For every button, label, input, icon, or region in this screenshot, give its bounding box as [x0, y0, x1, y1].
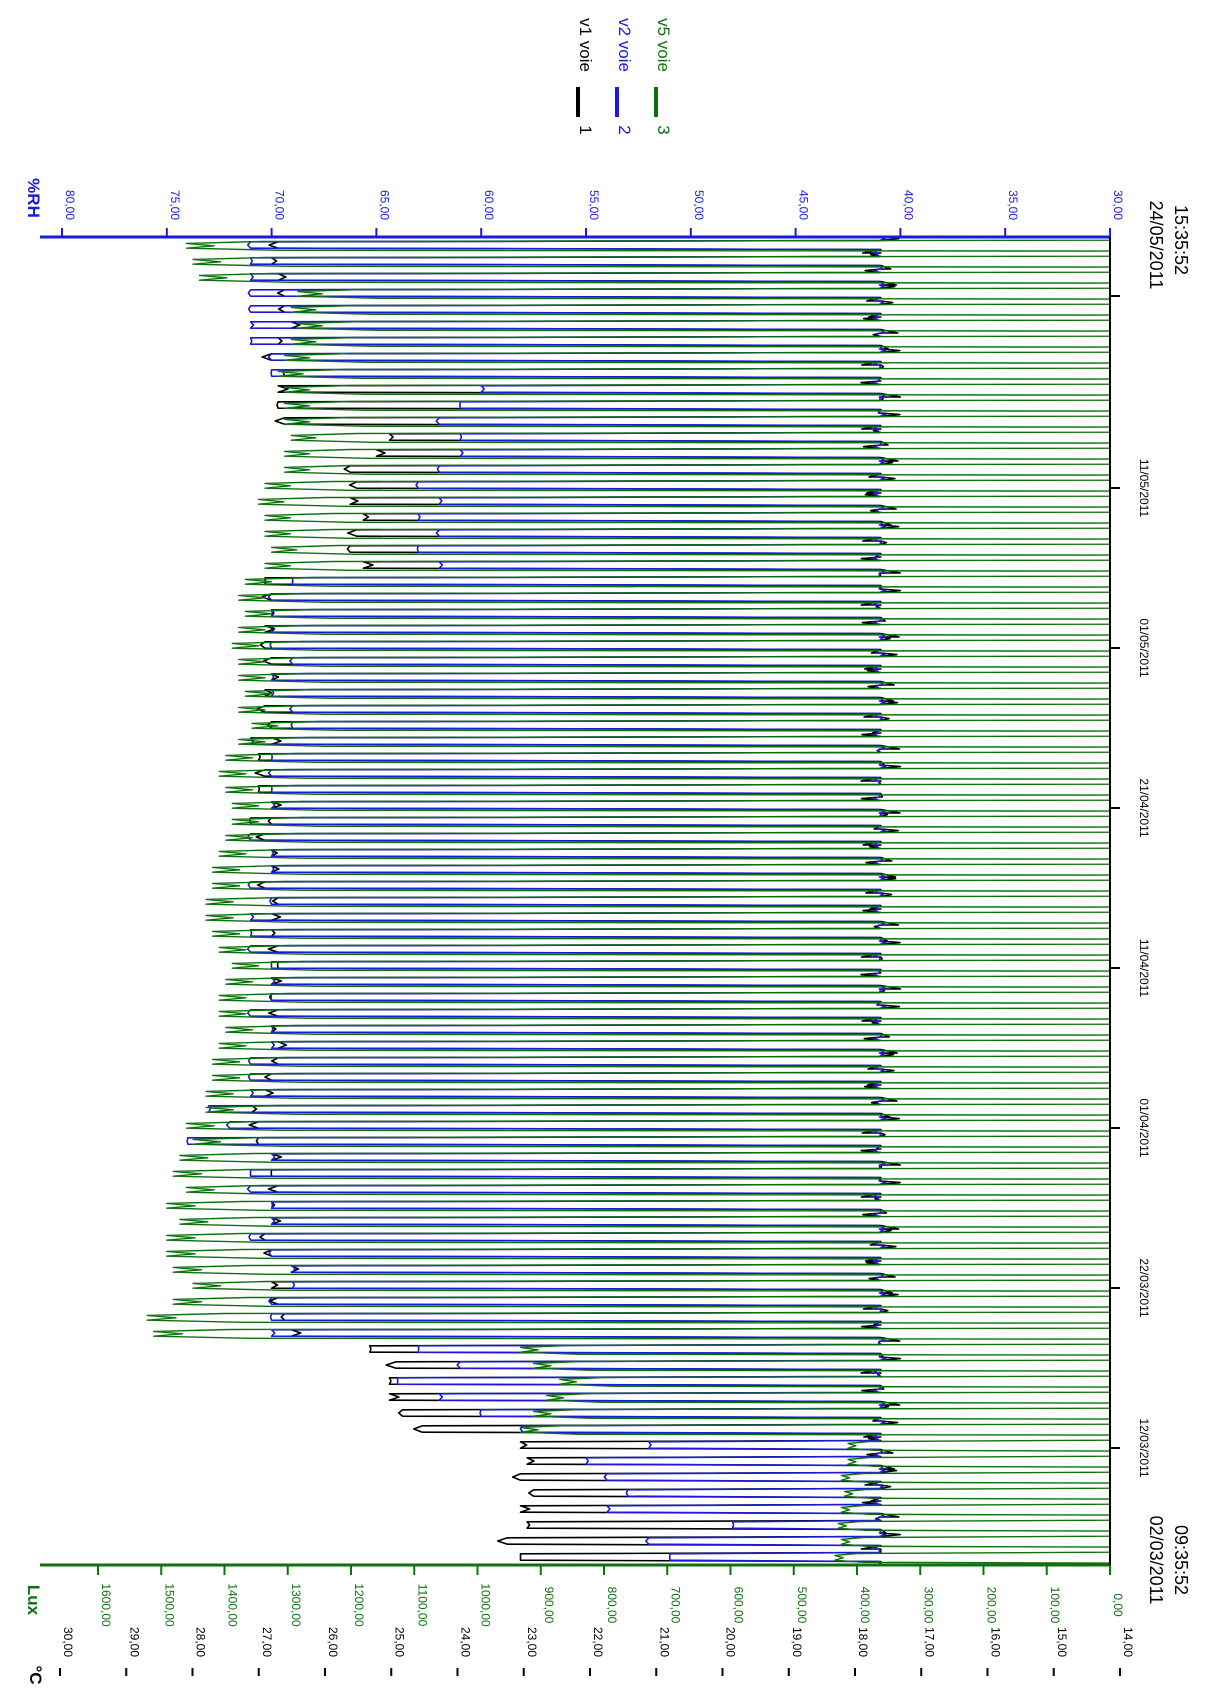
rh-tick-label: 45,00	[797, 190, 811, 220]
temp-tick-label: 23,00	[525, 1627, 539, 1657]
series-line-2	[186, 236, 887, 1565]
legend-number: 3	[654, 125, 673, 134]
date-tick-label: 01/04/2011	[1137, 1098, 1151, 1157]
temp-tick-label: 25,00	[392, 1627, 406, 1657]
lux-tick-label: 1200,00	[352, 1583, 366, 1627]
lux-tick-label: 300,00	[921, 1587, 935, 1624]
lux-tick-label: 600,00	[732, 1587, 746, 1624]
date-tick-label: 12/03/2011	[1137, 1418, 1151, 1477]
start-date: 02/03/2011	[1146, 1516, 1166, 1605]
date-tick-label: 11/04/2011	[1137, 939, 1151, 998]
temp-tick-label: 21,00	[657, 1627, 671, 1657]
temp-tick-label: 30,00	[61, 1627, 75, 1657]
date-tick-label: 22/03/2011	[1137, 1258, 1151, 1317]
temp-tick-label: 14,00	[1121, 1627, 1135, 1657]
temp-tick-label: 17,00	[922, 1627, 936, 1657]
lux-tick-label: 1400,00	[226, 1583, 240, 1627]
rh-tick-label: 75,00	[168, 190, 182, 220]
rh-tick-label: 35,00	[1006, 190, 1020, 220]
lux-tick-label: 1600,00	[99, 1583, 113, 1627]
temp-tick-label: 19,00	[790, 1627, 804, 1657]
rh-tick-label: 65,00	[377, 190, 391, 220]
lux-tick-label: 1500,00	[162, 1583, 176, 1627]
rh-tick-label: 30,00	[1111, 190, 1125, 220]
temp-tick-label: 15,00	[1055, 1627, 1069, 1657]
lux-tick-label: 0,00	[1111, 1593, 1125, 1617]
temp-tick-label: 29,00	[127, 1627, 141, 1657]
rh-axis-title: %RH	[24, 178, 43, 218]
axes-group: 30,00 29,00 28,00 27,00 26,00 25,00 24,00 23,00…	[24, 178, 1191, 1684]
lux-tick-label: 800,00	[605, 1587, 619, 1624]
rh-tick-label: 70,00	[273, 190, 287, 220]
temp-tick-label: 22,00	[591, 1627, 605, 1657]
lux-tick-label: 100,00	[1048, 1587, 1062, 1624]
temp-tick-label: 28,00	[194, 1627, 208, 1657]
series-line-1	[248, 236, 902, 1565]
date-tick-label: 01/05/2011	[1137, 618, 1151, 677]
start-time: 09:35:52	[1171, 1525, 1191, 1595]
lux-tick-label: 200,00	[985, 1587, 999, 1624]
series-group	[146, 236, 1111, 1565]
date-tick-label: 21/04/2011	[1137, 778, 1151, 837]
temp-tick-label: 16,00	[989, 1627, 1003, 1657]
series-line-3	[146, 237, 1111, 1565]
rh-tick-label: 40,00	[901, 190, 915, 220]
lux-tick-label: 1100,00	[415, 1584, 429, 1627]
temp-tick-label: 27,00	[260, 1627, 274, 1657]
date-tick-label: 11/05/2011	[1137, 459, 1151, 518]
legend-label: v1 voie	[576, 18, 595, 72]
temp-axis-title: °C	[26, 1665, 45, 1684]
legend-number: 2	[615, 125, 634, 134]
lux-tick-label: 900,00	[542, 1587, 556, 1624]
rh-tick-label: 50,00	[692, 190, 706, 220]
lux-tick-label: 1300,00	[289, 1583, 303, 1627]
end-date: 24/05/2011	[1146, 201, 1166, 290]
legend-label: v2 voie	[615, 18, 634, 72]
lux-tick-label: 400,00	[858, 1587, 872, 1624]
lux-tick-label: 500,00	[795, 1587, 809, 1624]
rh-tick-label: 55,00	[587, 190, 601, 220]
lux-tick-label: 700,00	[668, 1587, 682, 1624]
temp-tick-label: 26,00	[326, 1627, 340, 1657]
temp-tick-label: 20,00	[724, 1627, 738, 1657]
rh-tick-label: 60,00	[482, 190, 496, 220]
rh-tick-label: 80,00	[63, 190, 77, 220]
end-time: 15:35:52	[1171, 205, 1191, 275]
lux-tick-label: 1000,00	[479, 1583, 493, 1627]
lux-axis-title: Lux	[24, 1585, 43, 1616]
temp-tick-label: 18,00	[856, 1627, 870, 1657]
legend-label: v5 voie	[654, 18, 673, 72]
legend-number: 1	[576, 125, 595, 134]
temp-tick-label: 24,00	[459, 1627, 473, 1657]
legend: 1 v1 voie 2 v2 voie 3 v5 voie	[576, 18, 673, 135]
